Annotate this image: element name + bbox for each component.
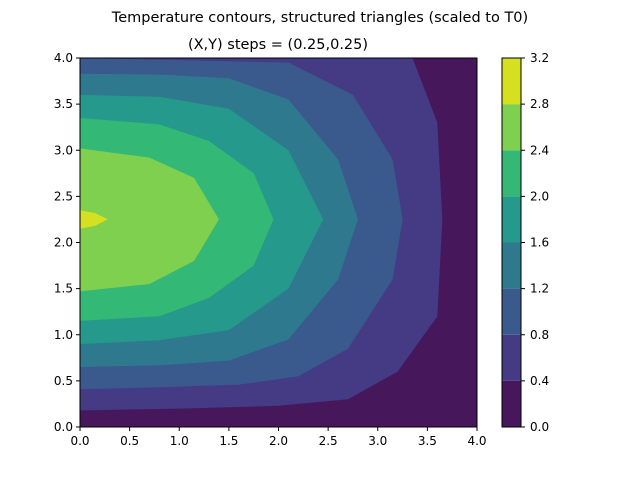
colorbar-segment: [502, 104, 521, 151]
y-tick-label: 2.0: [54, 236, 73, 250]
x-tick-label: 3.0: [368, 434, 387, 448]
plot-area: 0.0 0.5 1.0 1.5 2.0 2.5 3.0 3.5 4.0 0.0 0.5 1.0 1.5 2…: [54, 51, 487, 448]
y-tick-label: 3.5: [54, 97, 73, 111]
x-tick-label: 0.0: [70, 434, 89, 448]
x-tick-label: 0.5: [120, 434, 139, 448]
colorbar-tick-label: 2.8: [530, 97, 549, 111]
colorbar-tick-label: 0.0: [530, 420, 549, 434]
y-tick-label: 1.0: [54, 328, 73, 342]
x-tick-label: 1.5: [219, 434, 238, 448]
colorbar-tick-label: 0.8: [530, 328, 549, 342]
colorbar-tick-label: 2.4: [530, 143, 549, 157]
colorbar-tick-label: 1.6: [530, 236, 549, 250]
contour-band-7: [80, 210, 108, 229]
y-tick-label: 3.0: [54, 143, 73, 157]
colorbar: 0.0 0.4 0.8 1.2 1.6 2.0 2.4 2.8 3.2: [501, 51, 549, 434]
y-tick-label: 0.0: [54, 420, 73, 434]
colorbar-tick-label: 2.0: [530, 189, 549, 203]
x-tick-label: 3.5: [418, 434, 437, 448]
colorbar-segment: [502, 242, 521, 289]
x-tick-label: 2.0: [269, 434, 288, 448]
y-tick-label: 2.5: [54, 189, 73, 203]
x-tick-label: 4.0: [467, 434, 486, 448]
colorbar-segment: [502, 334, 521, 381]
contour-band-6: [80, 148, 219, 292]
colorbar-segment: [502, 58, 521, 105]
colorbar-segment: [502, 288, 521, 335]
colorbar-segment: [502, 380, 521, 427]
chart-subtitle: (X,Y) steps = (0.25,0.25): [188, 37, 368, 53]
y-tick-label: 1.5: [54, 282, 73, 296]
chart-title: Temperature contours, structured triangl…: [111, 10, 528, 26]
x-tick-label: 1.0: [170, 434, 189, 448]
y-tick-label: 4.0: [54, 51, 73, 65]
colorbar-tick-label: 1.2: [530, 282, 549, 296]
y-tick-label: 0.5: [54, 374, 73, 388]
colorbar-segment: [502, 150, 521, 197]
colorbar-tick-label: 0.4: [530, 374, 549, 388]
colorbar-tick-label: 3.2: [530, 51, 549, 65]
x-tick-label: 2.5: [319, 434, 338, 448]
colorbar-segment: [502, 196, 521, 243]
